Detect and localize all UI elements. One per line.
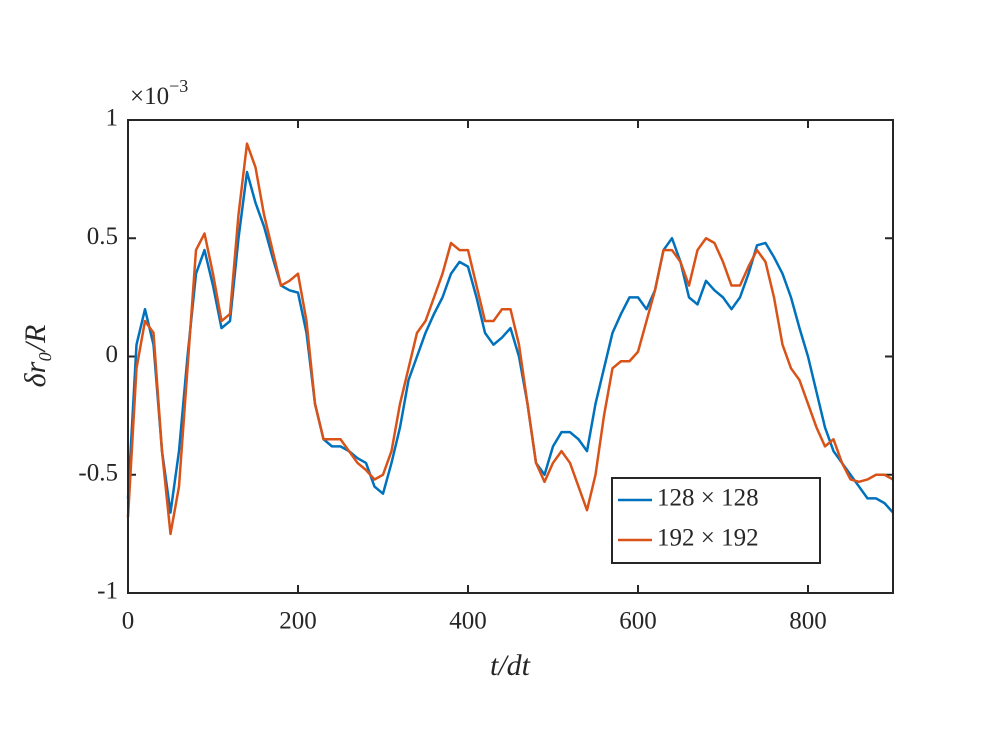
x-tick-label: 800 <box>789 608 827 635</box>
axes-box <box>127 119 894 594</box>
x-tick-label: 200 <box>279 608 317 635</box>
x-axis-label: t/dt <box>490 649 531 682</box>
x-tick-label: 600 <box>619 608 657 635</box>
y-tick-label: 1 <box>106 105 119 132</box>
y-multiplier: ×10−3 <box>130 76 188 110</box>
y-tick-label: -1 <box>97 578 118 605</box>
legend-label: 128 × 128 <box>657 485 759 512</box>
y-tick-label: 0.5 <box>87 223 118 250</box>
multiplier-base: ×10 <box>130 83 169 110</box>
y-tick-label: 0 <box>106 341 119 368</box>
legend-label: 192 × 192 <box>657 525 759 552</box>
y-tick-label: -0.5 <box>78 459 118 486</box>
multiplier-exponent: −3 <box>169 76 188 96</box>
legend-box <box>611 477 821 564</box>
x-tick-label: 400 <box>449 608 487 635</box>
data-line <box>126 142 894 536</box>
y-axis-label: δr₀/R <box>19 325 52 388</box>
x-tick-label: 0 <box>122 608 135 635</box>
data-line <box>126 170 894 514</box>
